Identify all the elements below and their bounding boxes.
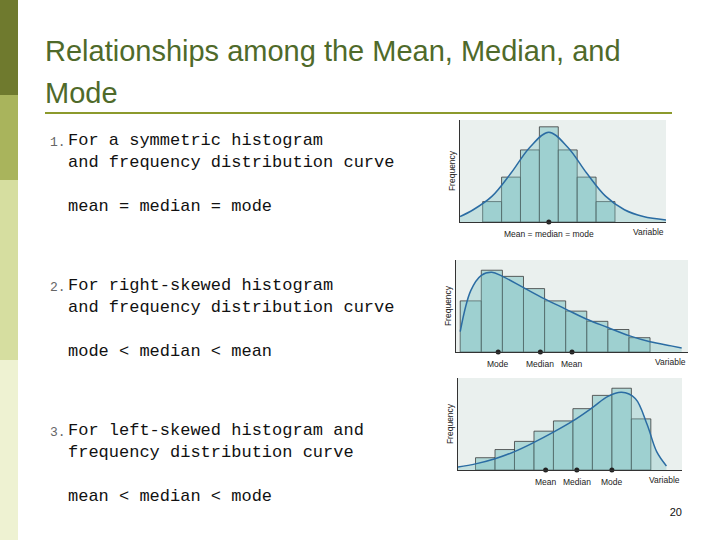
svg-text:Median: Median	[563, 477, 591, 487]
svg-text:Mean = median = mode: Mean = median = mode	[504, 229, 594, 239]
html-text:mean = median = mode: mean = median = mode	[68, 197, 272, 216]
svg-text:Frequency: Frequency	[445, 403, 455, 444]
svg-text:Frequency: Frequency	[447, 150, 457, 191]
html-text:2.For right-skewed histogram a: 2.For right-skewed histogram and frequen…	[50, 276, 395, 317]
svg-text:Mean: Mean	[561, 359, 583, 369]
svg-text:Variable: Variable	[655, 357, 686, 367]
svg-text:Mode: Mode	[601, 477, 623, 487]
html-text:20: 20	[669, 506, 682, 518]
svg-text:Mode: Mode	[487, 359, 509, 369]
html-text:Relationships among the Mean,: Relationships among the Mean, Median, an…	[45, 35, 621, 109]
svg-text:Mean: Mean	[535, 477, 557, 487]
svg-text:Variable: Variable	[649, 475, 680, 485]
svg-text:Median: Median	[526, 359, 554, 369]
html-text:mean < median < mode: mean < median < mode	[68, 487, 272, 506]
svg-text:Frequency: Frequency	[443, 285, 453, 326]
html-text:mode < median < mean: mode < median < mean	[68, 342, 272, 361]
html-text:3.For left-skewed histogram an: 3.For left-skewed histogram and frequenc…	[50, 421, 364, 462]
html-text:1.For a symmetric histogram an: 1.For a symmetric histogram and frequenc…	[50, 131, 395, 172]
svg-text:Variable: Variable	[633, 227, 664, 237]
